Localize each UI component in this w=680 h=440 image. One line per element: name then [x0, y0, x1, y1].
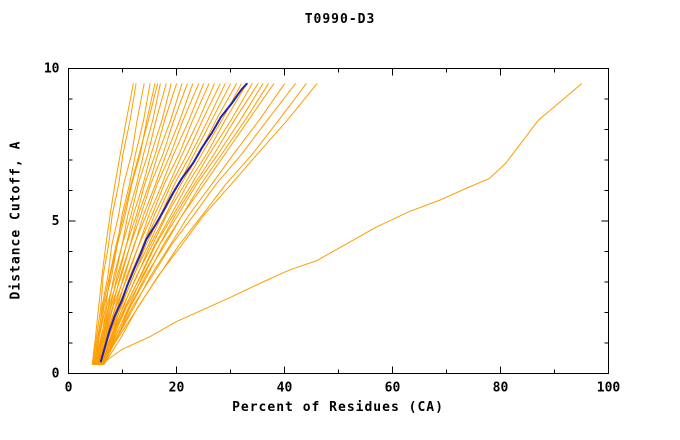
- model-curve: [99, 83, 264, 365]
- highlight-curve: [99, 82, 248, 363]
- model-curve: [102, 83, 269, 365]
- outlier-model-curve: [100, 83, 582, 365]
- model-curve: [99, 83, 215, 365]
- model-curve: [96, 83, 161, 365]
- model-curve: [98, 83, 253, 365]
- x-tick-label: 40: [277, 381, 293, 396]
- model-curve: [96, 83, 210, 365]
- model-curve: [103, 83, 285, 365]
- model-curve: [100, 83, 296, 365]
- y-tick-label: 5: [52, 214, 60, 229]
- x-tick-label: 100: [597, 381, 621, 396]
- x-tick-label: 20: [169, 381, 185, 396]
- y-tick-label: 10: [44, 62, 60, 77]
- model-curve: [94, 83, 167, 365]
- model-curve: [91, 83, 134, 365]
- model-curve: [92, 83, 137, 365]
- model-curve: [103, 83, 307, 365]
- model-curve: [98, 83, 194, 365]
- model-curve: [93, 83, 159, 365]
- model-curve: [97, 83, 231, 365]
- model-curve: [99, 83, 275, 365]
- model-curve: [100, 83, 318, 365]
- x-tick-label: 60: [385, 381, 401, 396]
- x-tick-label: 80: [493, 381, 509, 396]
- x-tick-label: 0: [65, 381, 73, 396]
- model-curve: [98, 83, 242, 365]
- model-curve: [96, 83, 200, 365]
- chart-title: T0990-D3: [304, 12, 376, 27]
- model-curve: [95, 83, 177, 365]
- model-curve: [95, 83, 188, 365]
- y-axis-label: Distance Cutoff, A: [8, 140, 24, 300]
- x-axis-label: Percent of Residues (CA): [232, 400, 444, 415]
- model-curve: [97, 83, 172, 365]
- y-tick-label: 0: [52, 367, 60, 382]
- model-curve: [98, 83, 183, 365]
